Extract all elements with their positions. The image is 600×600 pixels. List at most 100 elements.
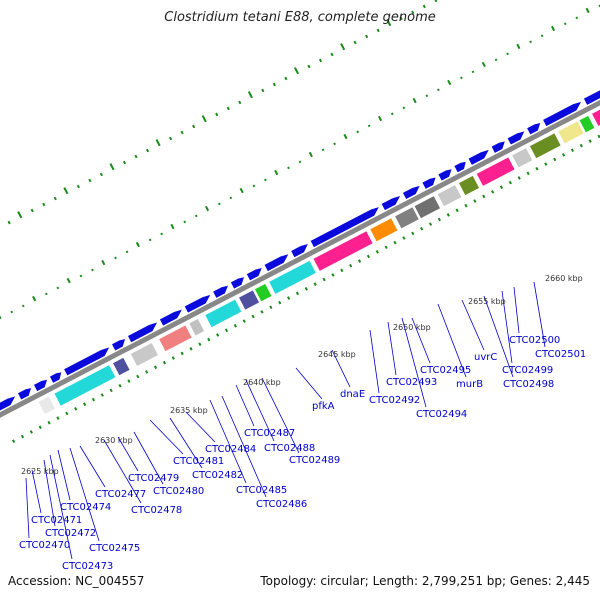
tick-mark [393, 240, 397, 245]
gene-leader-line [501, 290, 513, 364]
tick-mark [148, 238, 152, 242]
gene-label: CTC02475 [89, 543, 140, 554]
gene-feature [37, 395, 56, 415]
gene-label: CTC02499 [502, 365, 553, 376]
tick-mark [284, 76, 288, 81]
tick-mark [272, 82, 276, 87]
gene-feature [529, 132, 562, 159]
accession-text: Accession: NC_004557 [8, 574, 145, 588]
tick-mark [343, 133, 348, 140]
tick-mark [44, 292, 48, 296]
gene-label: CTC02500 [509, 335, 560, 346]
gene-label: CTC02492 [369, 395, 420, 406]
tick-mark [561, 153, 566, 157]
tick-mark [136, 374, 140, 379]
gene-arrow [454, 161, 466, 173]
tick-mark [390, 112, 394, 116]
tick-mark [349, 263, 353, 268]
tick-mark [499, 185, 504, 189]
tick-mark [198, 342, 202, 346]
tick-mark [437, 217, 441, 222]
tick-mark [508, 180, 512, 185]
gene-leader-line [25, 477, 30, 539]
tick-mark [91, 397, 96, 402]
gene-arrow [0, 396, 16, 411]
reverse-strand-genes [37, 109, 600, 415]
tick-mark [76, 184, 80, 189]
tick-mark [516, 43, 521, 50]
gene-arrow [438, 169, 452, 181]
tick-mark [226, 106, 230, 111]
tick-mark [122, 160, 127, 165]
tick-mark [88, 178, 92, 183]
gene-feature [204, 299, 242, 328]
gene-label: CTC02470 [19, 540, 70, 551]
tick-mark [17, 211, 23, 219]
tick-mark [287, 296, 291, 300]
tick-mark [365, 34, 369, 39]
tick-mark [20, 434, 25, 439]
tick-mark [109, 388, 113, 393]
tick-mark [125, 250, 129, 254]
gene-feature [578, 115, 595, 133]
tick-mark [295, 291, 300, 296]
gene-leader-line [513, 286, 520, 334]
gene-arrow [159, 309, 182, 326]
scale-label: 2660 kbp [545, 274, 583, 283]
tick-mark [53, 196, 57, 201]
tick-mark [357, 259, 362, 263]
gene-label: CTC02493 [386, 377, 437, 388]
gene-label: CTC02495 [420, 365, 471, 376]
gene-leader-line [261, 377, 300, 454]
gene-label: CTC02473 [62, 561, 113, 572]
tick-mark [322, 277, 326, 282]
gene-leader-line [185, 411, 216, 443]
gene-arrow [402, 185, 420, 200]
tick-mark [375, 250, 379, 254]
gene-leader-line [221, 395, 267, 498]
tick-mark [412, 97, 417, 104]
gene-arrow [112, 339, 126, 351]
gene-leader-line [437, 303, 467, 378]
gene-leader-line [103, 439, 142, 504]
gene-labels: CTC02470 CTC02471 CTC02472 CTC02473 CTC02474… [19, 281, 586, 572]
tick-mark [264, 178, 267, 182]
tick-mark [183, 220, 187, 224]
tick-mark [135, 241, 140, 248]
tick-mark [134, 154, 138, 159]
tick-mark [189, 347, 193, 351]
gene-leader-line [133, 431, 164, 485]
gene-leader-line [169, 417, 203, 469]
tick-mark [47, 420, 51, 425]
genome-backbone [0, 99, 600, 418]
tick-mark [171, 356, 175, 360]
gene-feature [511, 147, 533, 169]
tick-mark [356, 130, 360, 134]
gene-feature [414, 195, 441, 219]
gene-feature [312, 230, 374, 272]
tick-mark [481, 61, 486, 68]
tick-mark [308, 151, 313, 158]
gene-feature [130, 342, 159, 367]
tick-mark [386, 19, 392, 27]
tick-mark [304, 286, 308, 291]
tick-mark [366, 254, 371, 259]
gene-label: CTC02482 [192, 470, 243, 481]
gene-label: CTC02471 [31, 515, 82, 526]
tick-mark [585, 7, 590, 14]
tick-mark [269, 305, 273, 310]
gene-feature [53, 364, 117, 407]
tick-mark [100, 393, 104, 397]
tick-mark [411, 10, 415, 15]
gene-feature [112, 357, 131, 376]
gene-arrow [291, 244, 308, 258]
gene-leader-line [31, 469, 42, 514]
tick-mark [252, 184, 256, 188]
tick-mark [63, 187, 69, 195]
tick-mark [287, 166, 290, 170]
gene-feature [476, 156, 516, 187]
tick-mark [464, 203, 468, 208]
tick-mark [217, 202, 221, 206]
tick-mark [162, 360, 166, 365]
